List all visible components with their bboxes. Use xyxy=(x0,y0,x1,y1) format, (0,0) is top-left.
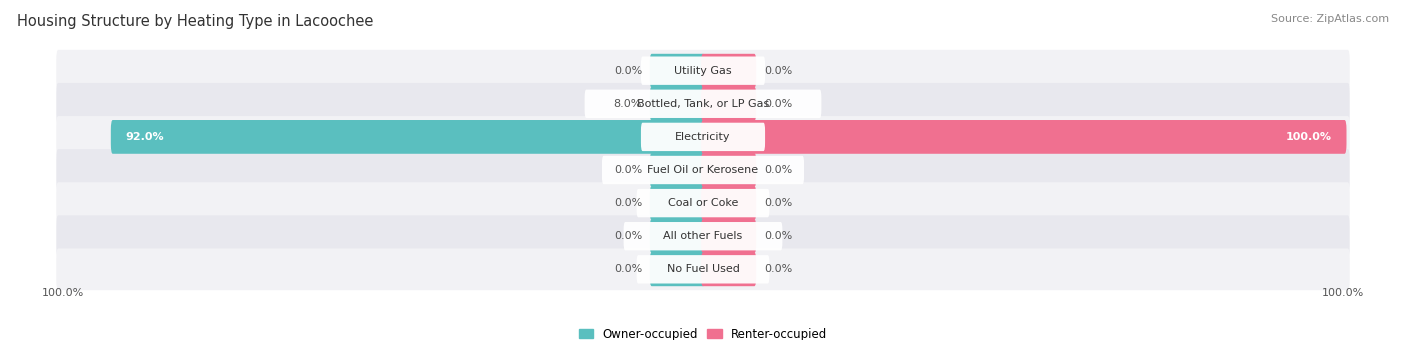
FancyBboxPatch shape xyxy=(650,54,704,88)
Text: Electricity: Electricity xyxy=(675,132,731,142)
FancyBboxPatch shape xyxy=(637,189,769,217)
FancyBboxPatch shape xyxy=(650,153,704,187)
Text: 0.0%: 0.0% xyxy=(763,264,792,274)
Text: Coal or Coke: Coal or Coke xyxy=(668,198,738,208)
Text: 0.0%: 0.0% xyxy=(614,264,643,274)
FancyBboxPatch shape xyxy=(641,123,765,151)
Text: 100.0%: 100.0% xyxy=(1322,288,1364,298)
Text: 0.0%: 0.0% xyxy=(614,231,643,241)
FancyBboxPatch shape xyxy=(702,252,756,286)
FancyBboxPatch shape xyxy=(702,87,756,121)
FancyBboxPatch shape xyxy=(602,156,804,184)
FancyBboxPatch shape xyxy=(702,120,1347,154)
FancyBboxPatch shape xyxy=(111,120,704,154)
Text: Utility Gas: Utility Gas xyxy=(675,66,731,76)
FancyBboxPatch shape xyxy=(56,182,1350,224)
Text: 100.0%: 100.0% xyxy=(42,288,84,298)
Text: Fuel Oil or Kerosene: Fuel Oil or Kerosene xyxy=(647,165,759,175)
FancyBboxPatch shape xyxy=(56,116,1350,158)
FancyBboxPatch shape xyxy=(56,50,1350,91)
Text: 0.0%: 0.0% xyxy=(614,198,643,208)
Text: 0.0%: 0.0% xyxy=(763,231,792,241)
Text: Bottled, Tank, or LP Gas: Bottled, Tank, or LP Gas xyxy=(637,99,769,109)
Text: 0.0%: 0.0% xyxy=(763,99,792,109)
Text: 0.0%: 0.0% xyxy=(763,165,792,175)
FancyBboxPatch shape xyxy=(637,255,769,284)
FancyBboxPatch shape xyxy=(585,90,821,118)
Text: Housing Structure by Heating Type in Lacoochee: Housing Structure by Heating Type in Lac… xyxy=(17,14,373,29)
FancyBboxPatch shape xyxy=(650,87,704,121)
FancyBboxPatch shape xyxy=(702,153,756,187)
FancyBboxPatch shape xyxy=(56,249,1350,290)
Text: Source: ZipAtlas.com: Source: ZipAtlas.com xyxy=(1271,14,1389,23)
Legend: Owner-occupied, Renter-occupied: Owner-occupied, Renter-occupied xyxy=(574,323,832,340)
FancyBboxPatch shape xyxy=(702,54,756,88)
Text: 8.0%: 8.0% xyxy=(613,99,643,109)
Text: 92.0%: 92.0% xyxy=(125,132,165,142)
FancyBboxPatch shape xyxy=(702,219,756,253)
Text: No Fuel Used: No Fuel Used xyxy=(666,264,740,274)
Text: 100.0%: 100.0% xyxy=(1285,132,1331,142)
Text: 0.0%: 0.0% xyxy=(763,198,792,208)
FancyBboxPatch shape xyxy=(650,219,704,253)
FancyBboxPatch shape xyxy=(641,56,765,85)
FancyBboxPatch shape xyxy=(702,186,756,220)
FancyBboxPatch shape xyxy=(650,252,704,286)
Text: All other Fuels: All other Fuels xyxy=(664,231,742,241)
Text: 0.0%: 0.0% xyxy=(614,66,643,76)
FancyBboxPatch shape xyxy=(56,149,1350,191)
FancyBboxPatch shape xyxy=(56,83,1350,125)
Text: 0.0%: 0.0% xyxy=(763,66,792,76)
FancyBboxPatch shape xyxy=(650,186,704,220)
FancyBboxPatch shape xyxy=(624,222,782,250)
Text: 0.0%: 0.0% xyxy=(614,165,643,175)
FancyBboxPatch shape xyxy=(56,215,1350,257)
